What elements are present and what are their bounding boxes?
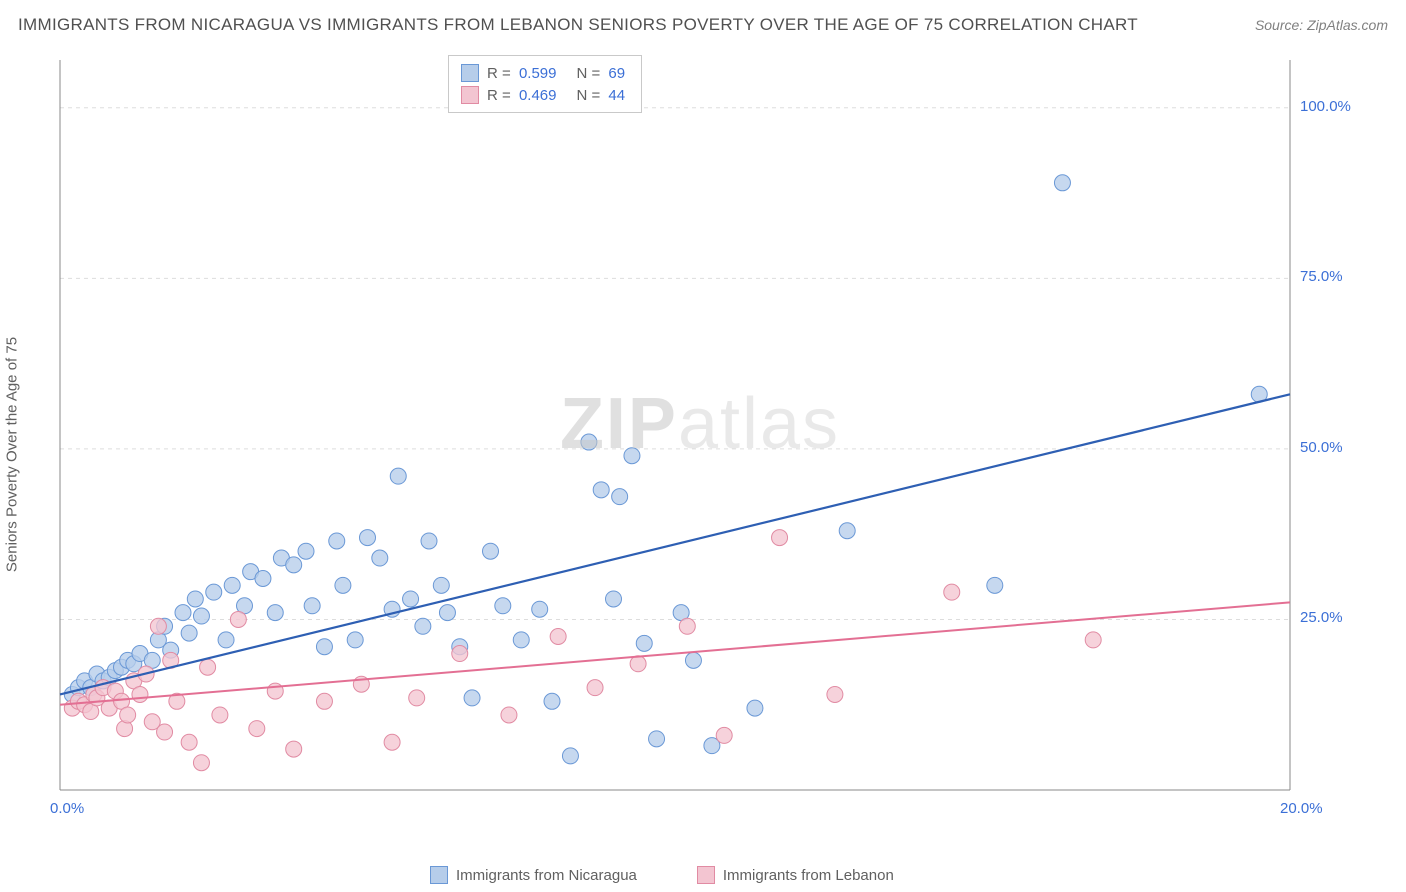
stat-row: R = 0.599N = 69 [461,62,629,84]
legend-label: Immigrants from Lebanon [723,867,894,884]
scatter-plot-svg [50,50,1350,830]
y-tick-label: 25.0% [1300,609,1343,626]
stat-row: R = 0.469N = 44 [461,84,629,106]
source-attribution: Source: ZipAtlas.com [1255,17,1388,33]
legend-item: Immigrants from Lebanon [697,866,894,884]
plot-area: ZIPatlas 0.0%20.0%25.0%50.0%75.0%100.0% [50,50,1350,830]
legend-swatch [430,866,448,884]
x-tick-label: 0.0% [50,800,84,817]
legend-swatch [697,866,715,884]
chart-title: IMMIGRANTS FROM NICARAGUA VS IMMIGRANTS … [18,15,1138,35]
y-tick-label: 50.0% [1300,439,1343,456]
legend-item: Immigrants from Nicaragua [430,866,637,884]
stat-text: R = 0.599N = 69 [487,65,629,82]
x-tick-label: 20.0% [1280,800,1323,817]
correlation-stats-legend: R = 0.599N = 69 R = 0.469N = 44 [448,55,642,113]
y-tick-label: 75.0% [1300,268,1343,285]
y-axis-label: Seniors Poverty Over the Age of 75 [4,337,21,572]
y-tick-label: 100.0% [1300,98,1351,115]
series-legend: Immigrants from Nicaragua Immigrants from… [430,866,894,884]
series-swatch [461,86,479,104]
series-swatch [461,64,479,82]
legend-label: Immigrants from Nicaragua [456,867,637,884]
header: IMMIGRANTS FROM NICARAGUA VS IMMIGRANTS … [18,15,1388,35]
stat-text: R = 0.469N = 44 [487,87,629,104]
